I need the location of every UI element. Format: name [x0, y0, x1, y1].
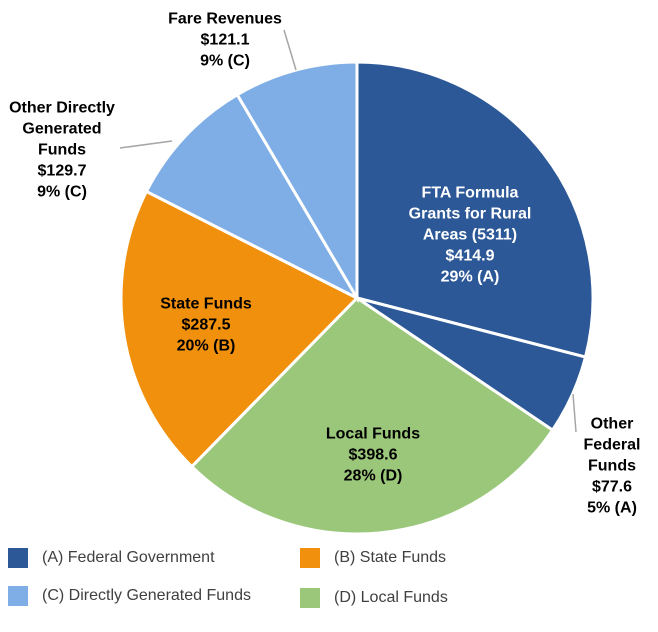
slice-name: Fare Revenues [168, 10, 282, 28]
slice-share: 5% (A) [587, 499, 637, 517]
slice-name: State Funds [160, 295, 252, 313]
slice-share: 9% (C) [200, 52, 250, 70]
slice-name: FTA Formula Grants for Rural Areas (5311… [408, 184, 532, 244]
pie-slice [235, 60, 359, 304]
pie-slice [119, 189, 360, 469]
slice-share: 9% (C) [37, 183, 87, 201]
slice-name: Other Federal Funds [583, 415, 641, 475]
slice-value: $398.6 [348, 446, 398, 464]
legend-label: (B) State Funds [334, 549, 447, 566]
pie-slice [355, 60, 595, 359]
leader-line [119, 140, 173, 149]
slice-label: Fare Revenues $121.1 9% (C) [145, 9, 305, 72]
slice-value: $77.6 [591, 478, 633, 496]
slice-label: FTA Formula Grants for Rural Areas (5311… [395, 183, 545, 288]
slice-value: $287.5 [181, 316, 231, 334]
legend-swatch [8, 548, 28, 568]
legend-label: (A) Federal Government [42, 549, 215, 566]
slice-label: Local Funds $398.6 28% (D) [298, 424, 448, 487]
slice-value: $121.1 [200, 31, 250, 49]
slice-name: Other Directly Generated Funds [9, 99, 115, 159]
leader-line [283, 29, 297, 71]
slice-share: 28% (D) [343, 467, 403, 485]
slice-label: Other Directly Generated Funds $129.7 9% (… [0, 98, 124, 203]
legend-label: (C) Directly Generated Funds [42, 587, 251, 604]
slice-label: Other Federal Funds $77.6 5% (A) [567, 414, 657, 519]
slice-label: State Funds $287.5 20% (B) [131, 294, 281, 357]
legend-label: (D) Local Funds [334, 589, 448, 606]
legend-swatch [300, 588, 320, 608]
slice-value: $129.7 [37, 162, 87, 180]
slice-share: 29% (A) [440, 268, 500, 286]
legend-swatch [8, 586, 28, 606]
slice-value: $414.9 [445, 247, 495, 265]
leader-line [572, 393, 577, 433]
pie-slice [144, 92, 361, 302]
slice-share: 20% (B) [176, 337, 236, 355]
pie-slice [189, 296, 555, 536]
slice-name: Local Funds [325, 425, 421, 443]
legend-swatch [300, 548, 320, 568]
